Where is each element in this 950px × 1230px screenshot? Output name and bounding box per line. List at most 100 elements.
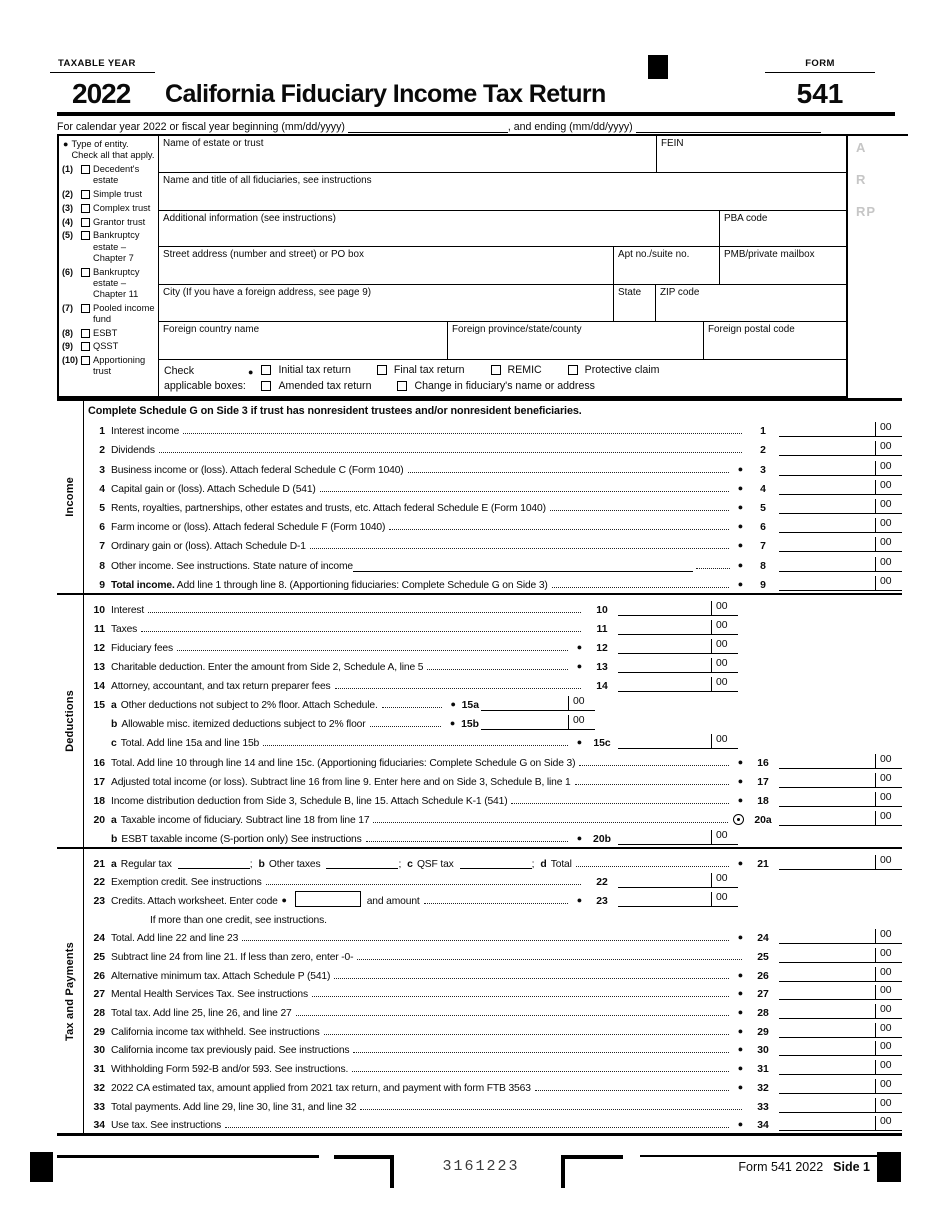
line-34-amount[interactable] xyxy=(779,1117,875,1132)
line-10-amount[interactable] xyxy=(618,602,711,616)
footer-rule-right xyxy=(640,1155,877,1157)
checkbox[interactable] xyxy=(490,364,501,375)
state-field[interactable]: State xyxy=(613,285,655,322)
entity-item-label: QSST xyxy=(93,341,119,352)
entity-checkbox[interactable] xyxy=(81,267,90,277)
line-24-amount[interactable] xyxy=(779,930,875,945)
checkbox[interactable] xyxy=(261,364,272,375)
line-label: Use tax. See instructions xyxy=(111,1120,221,1131)
line-14-amount[interactable] xyxy=(618,678,711,693)
entity-checkbox[interactable] xyxy=(81,203,90,213)
fiscal-year-end-input[interactable] xyxy=(635,122,821,133)
pmb-field[interactable]: PMB/private mailbox xyxy=(719,247,846,285)
dot-leader xyxy=(242,940,729,942)
corner-bracket-icon xyxy=(334,1155,394,1159)
entity-item-number: (10) xyxy=(62,355,79,365)
line-29-amount[interactable] xyxy=(779,1024,875,1038)
line-label: 2022 CA estimated tax, amount applied fr… xyxy=(111,1083,531,1094)
line21-c-input[interactable] xyxy=(459,857,532,869)
entity-checkbox[interactable] xyxy=(81,231,90,241)
dot-leader xyxy=(225,1127,729,1129)
line21-a-input[interactable] xyxy=(177,857,250,869)
line-18-amount[interactable] xyxy=(779,793,875,807)
line-label-text: Other income. See instructions. State na… xyxy=(111,560,354,572)
line-15a-amount[interactable] xyxy=(481,697,568,712)
foreign-province-field[interactable]: Foreign province/state/county xyxy=(447,322,703,359)
line-32-amount[interactable] xyxy=(779,1080,875,1094)
line-22-amount[interactable] xyxy=(618,874,711,889)
line-25-amount[interactable] xyxy=(779,949,875,964)
line-8-amount[interactable] xyxy=(779,558,875,572)
line-number-8: 8 xyxy=(760,560,766,572)
field-indicator-icon xyxy=(734,522,747,531)
street-address-field[interactable]: Street address (number and street) or PO… xyxy=(163,249,364,261)
fein-field[interactable]: FEIN xyxy=(656,136,846,172)
line-5-amount[interactable] xyxy=(779,500,875,514)
entity-checkbox[interactable] xyxy=(81,328,90,338)
section-side-label: Tax and Payments xyxy=(64,941,76,1041)
line-23-amount[interactable] xyxy=(618,893,711,907)
city-field[interactable]: City (If you have a foreign address, see… xyxy=(163,287,372,299)
pba-code-field[interactable]: PBA code xyxy=(719,210,846,247)
entity-checkbox[interactable] xyxy=(81,342,90,352)
line-7-amount[interactable] xyxy=(779,538,875,553)
foreign-country-field[interactable]: Foreign country name xyxy=(163,324,260,336)
foreign-postal-field[interactable]: Foreign postal code xyxy=(703,322,846,359)
line21-b-input[interactable] xyxy=(326,857,399,869)
fiduciaries-field[interactable]: Name and title of all fiduciaries, see i… xyxy=(163,174,372,186)
line-1-amount[interactable] xyxy=(779,423,875,438)
entity-checkbox[interactable] xyxy=(81,165,90,175)
line-12-amount[interactable] xyxy=(618,640,711,654)
checkbox[interactable] xyxy=(397,380,408,391)
dot-leader xyxy=(141,630,581,632)
entity-checkbox[interactable] xyxy=(81,217,90,227)
form-line-15c: c Total. Add line 15a and line 15b 15c 00 xyxy=(86,730,902,750)
entity-checkbox[interactable] xyxy=(81,190,90,200)
nature-of-income-input[interactable] xyxy=(353,560,693,572)
entity-checkbox[interactable] xyxy=(81,303,90,313)
line-17-amount[interactable] xyxy=(779,774,875,788)
field-indicator-icon xyxy=(734,1120,747,1129)
line-21-amount[interactable] xyxy=(779,856,875,870)
line-27-amount[interactable] xyxy=(779,986,875,1001)
fiscal-year-begin-input[interactable] xyxy=(347,122,508,133)
line-number-30: 30 xyxy=(757,1045,769,1057)
checkbox[interactable] xyxy=(376,364,387,375)
line-28-amount[interactable] xyxy=(779,1005,875,1020)
line-33-amount[interactable] xyxy=(779,1099,875,1113)
entity-item-label: Apportioning trust xyxy=(93,355,146,377)
field-indicator-icon xyxy=(734,1027,747,1036)
line-15c-amount[interactable] xyxy=(618,735,711,750)
line-6-amount[interactable] xyxy=(779,519,875,534)
line-30-amount[interactable] xyxy=(779,1042,875,1057)
checkbox[interactable] xyxy=(261,380,272,391)
checkbox[interactable] xyxy=(567,364,578,375)
line-2-amount[interactable] xyxy=(779,442,875,457)
line-11-amount[interactable] xyxy=(618,621,711,635)
line-9-amount[interactable] xyxy=(779,577,875,591)
dot-leader xyxy=(427,669,568,671)
credit-code-input[interactable] xyxy=(294,890,361,907)
check-boxes-grid: Initial tax return Final tax return REMIC P… xyxy=(261,364,846,396)
line-20b-amount[interactable] xyxy=(618,831,711,845)
additional-info-field[interactable]: Additional information (see instructions… xyxy=(163,212,336,224)
form-line-21: 21 a Regular tax; b Other taxes; c QSF tax; d To… xyxy=(86,851,902,870)
calendar-pre-text: For calendar year 2022 or fiscal year be… xyxy=(57,121,345,133)
line-left-number: 3 xyxy=(99,464,105,476)
line-label: Mental Health Services Tax. See instruct… xyxy=(111,989,308,1000)
line-4-amount[interactable] xyxy=(779,481,875,495)
line-26-amount[interactable] xyxy=(779,968,875,982)
dot-leader xyxy=(323,1033,729,1035)
apt-suite-field[interactable]: Apt no./suite no. xyxy=(613,247,719,285)
name-of-estate-field[interactable]: Name of estate or trust xyxy=(163,138,264,149)
line-3-amount[interactable] xyxy=(779,462,875,476)
line-number-6: 6 xyxy=(760,522,766,534)
line-31-amount[interactable] xyxy=(779,1061,875,1076)
line-20a-amount[interactable] xyxy=(779,812,875,826)
zip-code-field[interactable]: ZIP code xyxy=(655,285,846,322)
line-label-text: 2022 CA estimated tax, amount applied fr… xyxy=(111,1082,531,1094)
line-15b-amount[interactable] xyxy=(481,716,568,731)
line-16-amount[interactable] xyxy=(779,755,875,769)
entity-checkbox[interactable] xyxy=(81,356,90,365)
line-13-amount[interactable] xyxy=(618,659,711,674)
